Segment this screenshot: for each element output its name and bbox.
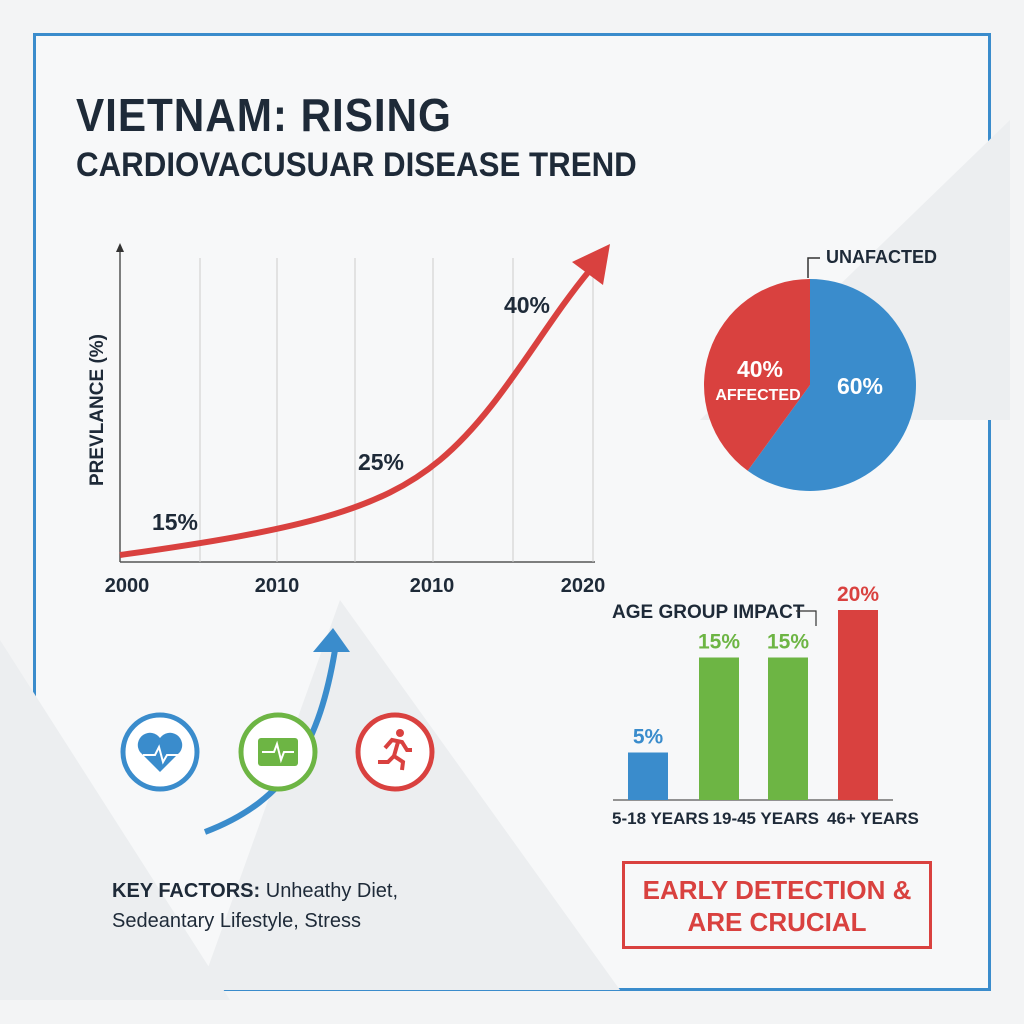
data-label: 40%: [504, 292, 550, 318]
bar-chart-title: AGE GROUP IMPACT: [612, 602, 805, 623]
pie-chart: UNAFACTED 40% AFFECTED 60%: [704, 247, 937, 491]
y-axis-arrow-icon: [116, 243, 124, 252]
trend-line: [119, 268, 593, 558]
bar-category-label: 5-18 YEARS: [612, 809, 709, 828]
cta-line-1: EARLY DETECTION &: [642, 875, 912, 905]
key-factors: KEY FACTORS: Unheathy Diet, Sedeantary L…: [112, 876, 398, 936]
bar-title-leader: [796, 610, 817, 626]
bar-value-label: 15%: [767, 631, 809, 654]
bar-category-label: 19-45 YEARS: [713, 809, 819, 828]
bar-value-label: 5%: [633, 726, 664, 749]
gridlines: [199, 258, 594, 562]
x-tick-label: 2010: [410, 575, 455, 597]
pie-slice-unaffected: [747, 279, 917, 491]
key-factors-text: Unheathy Diet,: [260, 880, 399, 902]
line-chart: PREVLANCE (%) 2000 2010 2010 2020 15% 25…: [87, 243, 610, 597]
cta-box: EARLY DETECTION & ARE CRUCIAL: [622, 861, 932, 949]
running-person-icon: [355, 712, 435, 792]
infographic-frame: [33, 33, 991, 991]
data-label: 25%: [358, 449, 404, 475]
pie-leader-line: [807, 257, 820, 278]
bar-value-label: 20%: [837, 583, 879, 606]
bar: [838, 610, 878, 800]
pie-label-affected: AFFECTED: [715, 387, 800, 404]
title-line-2: CARDIOVACUSUAR DISEASE TREND: [76, 146, 637, 184]
bar: [628, 752, 668, 800]
bar-value-label: 15%: [698, 631, 740, 654]
data-label: 15%: [152, 509, 198, 535]
ecg-monitor-icon: [238, 712, 318, 792]
x-tick-label: 2010: [255, 575, 300, 597]
pie-slice-affected: [704, 279, 810, 471]
heart-pulse-icon: [120, 712, 200, 792]
pie-label-unaffected: UNAFACTED: [826, 247, 937, 267]
x-tick-label: 2020: [561, 575, 606, 597]
bar-category-label: 46+ YEARS: [827, 809, 919, 828]
title-line-1: VIETNAM: RISING: [76, 89, 452, 141]
key-factors-text: Sedeantary Lifestyle, Stress: [112, 910, 362, 932]
bar: [699, 657, 739, 800]
y-axis-label: PREVLANCE (%): [87, 334, 108, 486]
key-factors-label: KEY FACTORS:: [112, 880, 261, 902]
trend-arrow-head-icon: [572, 244, 610, 285]
pie-value-affected: 40%: [737, 356, 783, 382]
bar-chart: AGE GROUP IMPACT 5-18 YEARS 19-45 YEARS …: [612, 583, 919, 828]
x-tick-label: 2000: [105, 575, 150, 597]
rising-arrow-head-icon: [313, 628, 350, 652]
pie-value-unaffected: 60%: [837, 373, 883, 399]
bar: [768, 657, 808, 800]
cta-line-2: ARE CRUCIAL: [687, 907, 867, 937]
